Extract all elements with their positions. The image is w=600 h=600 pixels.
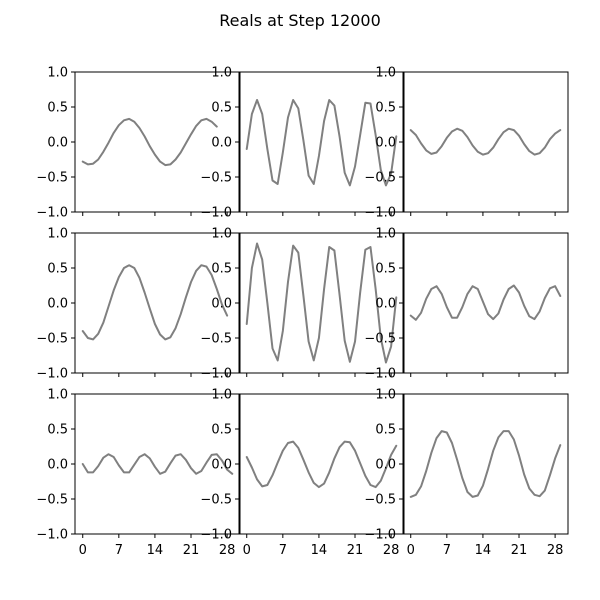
- y-tick-label: 0.0: [47, 297, 68, 312]
- y-tick-label: 0.5: [211, 101, 232, 116]
- y-tick-label: 0.0: [375, 136, 396, 151]
- y-tick-label: −0.5: [36, 493, 68, 508]
- axes-frame: [402, 71, 569, 213]
- y-tick-label: −1.0: [36, 206, 68, 221]
- y-tick-label: 1.0: [211, 66, 232, 81]
- x-tick-label: 14: [475, 543, 492, 558]
- x-tick-label: 0: [243, 543, 251, 558]
- y-tick-label: −0.5: [364, 493, 396, 508]
- y-tick-label: 1.0: [375, 227, 396, 242]
- y-tick-label: −0.5: [200, 332, 232, 347]
- y-tick-label: −0.5: [36, 171, 68, 186]
- x-tick-label: 7: [115, 543, 123, 558]
- y-tick-label: −1.0: [364, 528, 396, 543]
- y-tick-label: 0.0: [47, 136, 68, 151]
- subplot-1-3: −1.0 −0.5 0.0 0.5 1.0: [364, 66, 569, 221]
- x-tick-label: 21: [511, 543, 528, 558]
- y-tick-label: 1.0: [211, 388, 232, 403]
- x-tick-label: 0: [79, 543, 87, 558]
- series-line: [81, 264, 229, 341]
- y-tick-label: −1.0: [36, 528, 68, 543]
- series-line: [245, 242, 398, 364]
- subplot-2-3: −1.0 −0.5 0.0 0.5 1.0: [364, 227, 569, 382]
- x-tick-label: 14: [147, 543, 164, 558]
- series-line: [81, 453, 234, 475]
- y-tick-label: −1.0: [200, 528, 232, 543]
- y-tick-label: −1.0: [364, 367, 396, 382]
- y-tick-label: 0.0: [375, 458, 396, 473]
- series-line: [81, 117, 218, 167]
- y-tick-label: −0.5: [364, 171, 396, 186]
- y-tick-label: 1.0: [47, 227, 68, 242]
- y-tick-label: 0.5: [211, 262, 232, 277]
- subplot-1-1: −1.0 −0.5 0.0 0.5 1.0: [36, 66, 241, 221]
- y-tick-label: 0.5: [47, 423, 68, 438]
- subplot-1-2: −1.0 −0.5 0.0 0.5 1.0: [200, 66, 405, 221]
- x-tick-label: 21: [347, 543, 364, 558]
- y-tick-label: 0.0: [211, 458, 232, 473]
- y-tick-label: 1.0: [211, 227, 232, 242]
- chart-title: Reals at Step 12000: [219, 11, 381, 30]
- x-tick-label: 28: [219, 543, 236, 558]
- series-line: [409, 127, 562, 156]
- y-tick-label: −0.5: [200, 493, 232, 508]
- y-tick-label: −0.5: [200, 171, 232, 186]
- y-tick-label: −1.0: [200, 206, 232, 221]
- subplot-3-3: −1.0 −0.5 0.0 0.5 1.0 0 7 14 21 28: [364, 388, 569, 558]
- y-tick-label: 0.5: [211, 423, 232, 438]
- subplot-grid: −1.0 −0.5 0.0 0.5 1.0 −1.0 −0.5 0.0 0.5 1.0 −1.0 −0…: [36, 66, 569, 558]
- y-tick-label: 1.0: [375, 66, 396, 81]
- x-tick-label: 21: [183, 543, 200, 558]
- y-tick-label: −0.5: [364, 332, 396, 347]
- y-tick-label: 1.0: [375, 388, 396, 403]
- series-line: [409, 430, 562, 498]
- y-tick-label: 0.0: [211, 297, 232, 312]
- series-line: [245, 99, 398, 187]
- y-tick-label: −1.0: [364, 206, 396, 221]
- x-tick-label: 14: [311, 543, 328, 558]
- y-tick-label: 0.5: [375, 101, 396, 116]
- x-tick-label: 28: [383, 543, 400, 558]
- x-tick-label: 0: [407, 543, 415, 558]
- y-tick-label: 0.0: [47, 458, 68, 473]
- subplot-2-1: −1.0 −0.5 0.0 0.5 1.0: [36, 227, 241, 382]
- subplot-3-2: −1.0 −0.5 0.0 0.5 1.0 0 7 14 21 28: [200, 388, 405, 558]
- y-tick-label: 0.0: [375, 297, 396, 312]
- subplot-3-1: −1.0 −0.5 0.0 0.5 1.0 0 7 14 21 28: [36, 388, 241, 558]
- series-line: [409, 284, 562, 321]
- y-tick-label: 1.0: [47, 388, 68, 403]
- x-tick-label: 7: [279, 543, 287, 558]
- y-tick-label: −0.5: [36, 332, 68, 347]
- x-tick-label: 7: [443, 543, 451, 558]
- y-tick-label: 0.5: [375, 423, 396, 438]
- y-tick-label: 0.5: [375, 262, 396, 277]
- y-tick-label: 0.0: [211, 136, 232, 151]
- y-tick-label: 1.0: [47, 66, 68, 81]
- series-line: [245, 440, 398, 489]
- y-tick-label: −1.0: [36, 367, 68, 382]
- subplot-2-2: −1.0 −0.5 0.0 0.5 1.0: [200, 227, 405, 382]
- y-tick-label: 0.5: [47, 101, 68, 116]
- y-tick-label: −1.0: [200, 367, 232, 382]
- x-tick-label: 28: [547, 543, 564, 558]
- y-tick-label: 0.5: [47, 262, 68, 277]
